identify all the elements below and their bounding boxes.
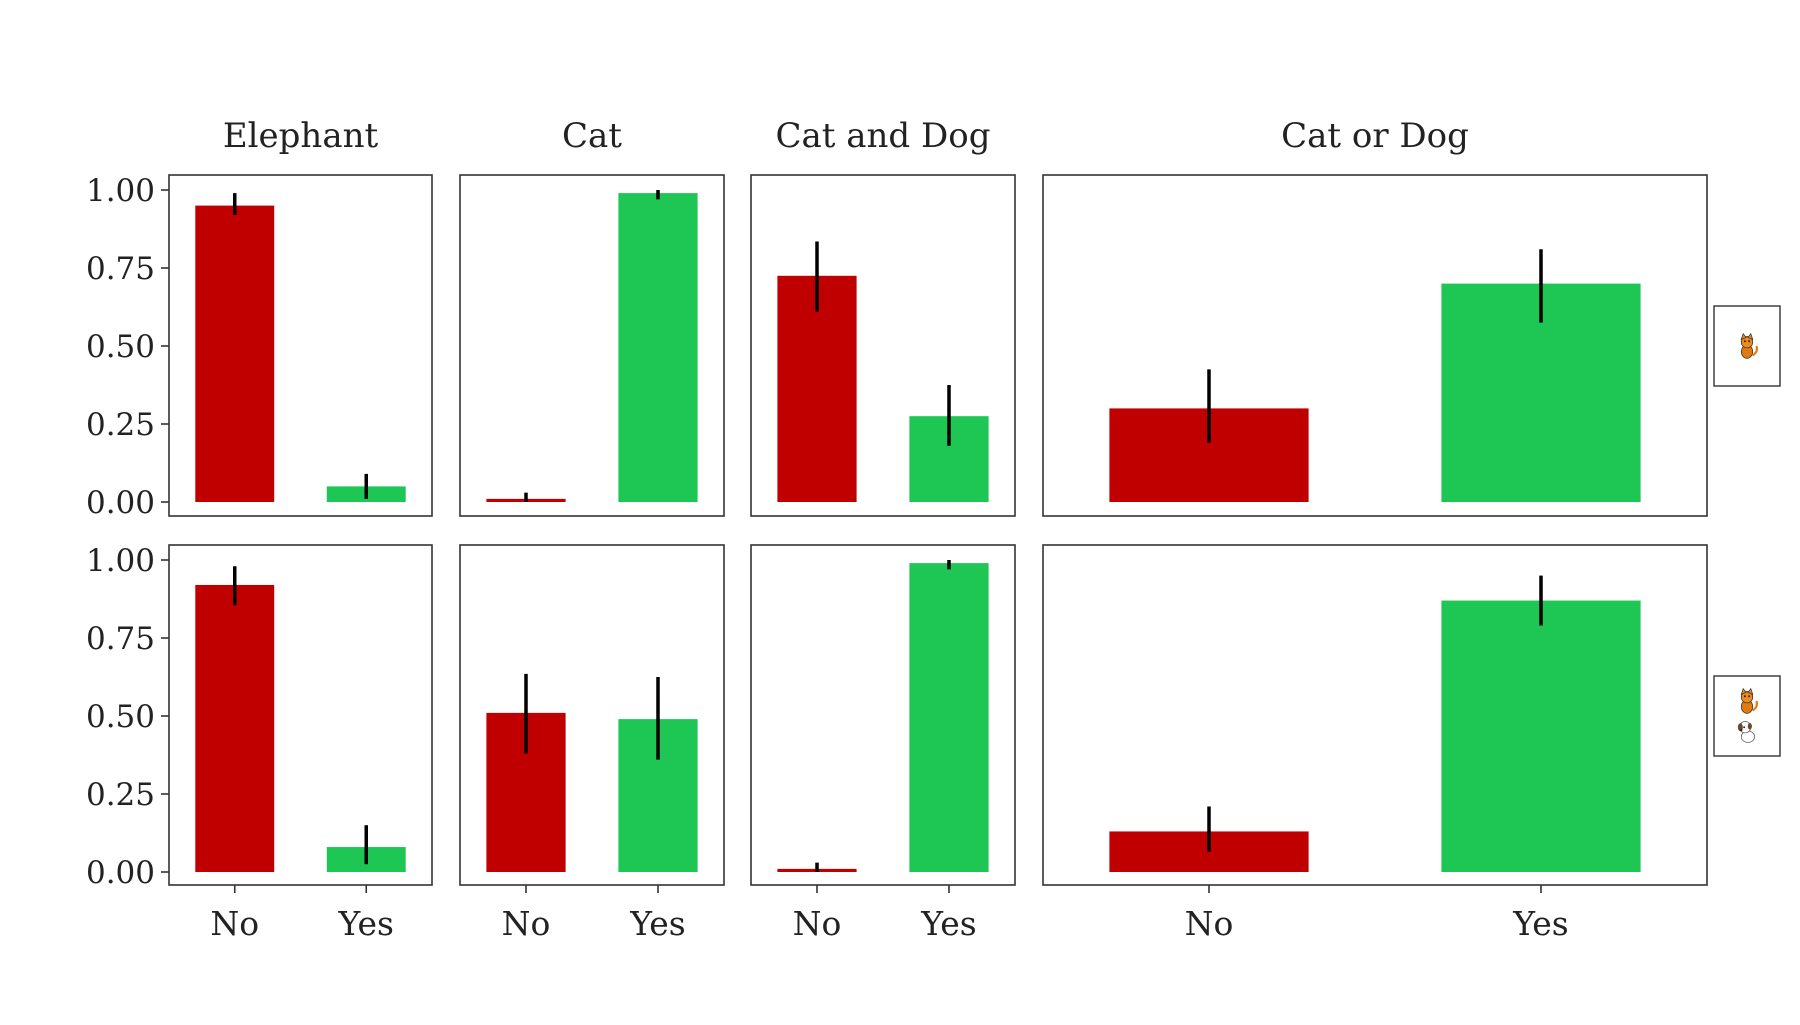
panel-border xyxy=(459,544,725,886)
panel-border xyxy=(750,174,1016,517)
bar-yes xyxy=(909,563,989,872)
panel-border xyxy=(750,544,1016,886)
facet-title: Cat or Dog xyxy=(1281,116,1469,156)
row-strip xyxy=(1713,675,1781,757)
bar-yes xyxy=(618,193,698,502)
x-tick-label: No xyxy=(793,904,842,943)
x-tick-label: Yes xyxy=(920,904,976,943)
x-tick-label: No xyxy=(210,904,259,943)
y-tick-label: 0.50 xyxy=(86,699,155,735)
x-tick-label: Yes xyxy=(1512,904,1568,943)
y-tick-label: 0.75 xyxy=(86,621,155,657)
y-tick-label: 0.25 xyxy=(86,407,155,443)
facet-title: Cat and Dog xyxy=(776,116,991,156)
y-tick-label: 0.00 xyxy=(86,485,155,521)
bar-no xyxy=(195,584,275,872)
bar-no xyxy=(195,205,275,502)
panel-border xyxy=(459,174,725,517)
x-tick-label: No xyxy=(1185,904,1234,943)
y-tick-label: 1.00 xyxy=(86,543,155,579)
facet-title: Cat xyxy=(562,116,622,156)
x-tick-label: No xyxy=(502,904,551,943)
x-tick-label: Yes xyxy=(338,904,394,943)
panel-border xyxy=(1042,174,1708,517)
y-tick-label: 0.25 xyxy=(86,777,155,813)
facet-title: Elephant xyxy=(223,116,379,156)
panel-border xyxy=(1042,544,1708,886)
bar-no xyxy=(777,275,857,502)
panel-border xyxy=(168,544,433,886)
bar-yes xyxy=(1441,600,1641,872)
x-tick-label: Yes xyxy=(629,904,685,943)
y-tick-label: 0.75 xyxy=(86,251,155,287)
y-tick-label: 0.00 xyxy=(86,855,155,891)
y-tick-label: 0.50 xyxy=(86,329,155,365)
y-tick-label: 1.00 xyxy=(86,173,155,209)
